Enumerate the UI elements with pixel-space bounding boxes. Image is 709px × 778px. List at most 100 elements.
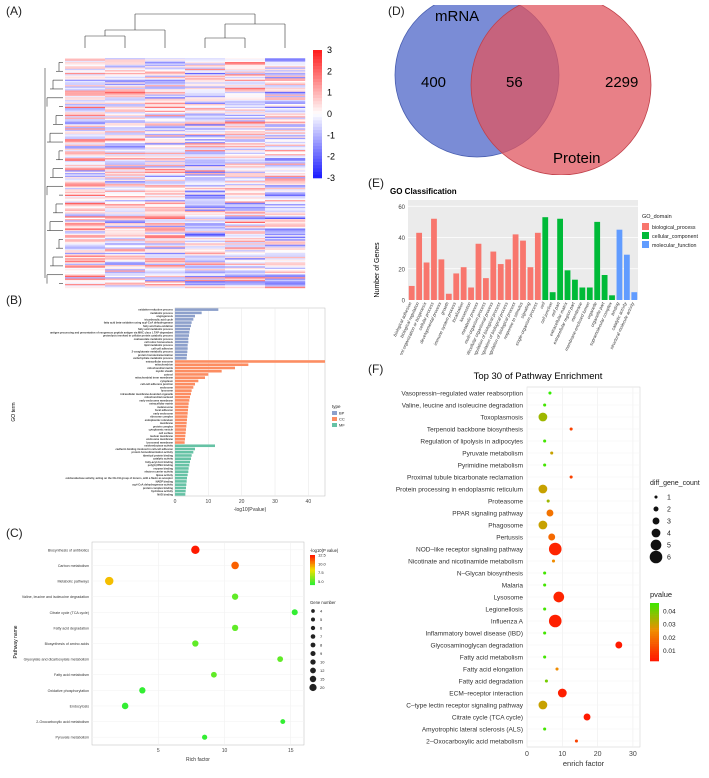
heatmap-cell xyxy=(265,263,306,266)
heatmap-cell xyxy=(225,258,266,260)
heatmap-cell xyxy=(225,242,266,244)
heatmap-cell xyxy=(65,181,106,183)
heatmap-cell xyxy=(65,108,106,110)
heatmap-cell xyxy=(65,258,106,260)
heatmap-cell xyxy=(105,266,146,268)
go-term-bar xyxy=(175,493,186,496)
heatmap-cell xyxy=(265,282,306,285)
go-classification-chart: GO Classification Number of Genes 0 20 40 6… xyxy=(374,187,698,355)
heatmap-cell xyxy=(105,110,146,113)
kegg-pathway-label: Citrate cycle (TCA cycle) xyxy=(50,611,89,615)
heatmap-cell xyxy=(185,59,226,61)
heatmap-cell xyxy=(185,201,226,203)
heatmap-cell xyxy=(105,147,146,149)
heatmap-cell xyxy=(265,255,306,258)
heatmap-cell xyxy=(65,187,106,190)
go-term-bar xyxy=(175,480,187,483)
pathway-label: Fatty acid degradation xyxy=(459,679,524,686)
heatmap-cell xyxy=(225,221,266,224)
heatmap-cell xyxy=(225,129,266,132)
heatmap-cell xyxy=(65,154,106,156)
heatmap-cell xyxy=(185,182,226,185)
heatmap-cell xyxy=(265,125,306,128)
pathway-color-swatch xyxy=(650,606,659,610)
heatmap-cell xyxy=(145,214,186,217)
pathway-color-swatch xyxy=(650,616,659,619)
heatmap-cell xyxy=(145,59,186,61)
kegg-pathway-label: Biosynthesis of antibiotics xyxy=(48,548,89,552)
heatmap-cell xyxy=(65,148,106,151)
heatmap-cell xyxy=(145,89,186,91)
heatmap-legend-swatch xyxy=(313,62,322,67)
heatmap-cell xyxy=(265,171,306,174)
heatmap-cell xyxy=(185,229,226,232)
heatmap-cell xyxy=(65,246,106,248)
go-term-label: lipid metabolic process xyxy=(144,343,173,347)
heatmap-cell xyxy=(65,254,106,256)
pathway-point xyxy=(543,439,547,443)
heatmap-cell xyxy=(65,58,106,60)
pathway-label: Glycosaminoglycan degradation xyxy=(431,643,524,650)
heatmap-cell xyxy=(225,59,266,61)
kegg-size-swatch xyxy=(310,617,316,622)
pathway-color-swatch xyxy=(650,618,659,621)
heatmap-cell xyxy=(185,87,226,90)
heatmap-cell xyxy=(225,74,266,76)
go-term-label: cytosol xyxy=(164,372,173,376)
heatmap-cell xyxy=(265,267,306,270)
heatmap-cell xyxy=(185,78,226,80)
heatmap-cell xyxy=(225,167,266,170)
heatmap-legend-swatch xyxy=(313,69,322,73)
heatmap-cell xyxy=(225,109,266,111)
kegg-xlabel: Rich factor xyxy=(186,757,210,763)
kegg-point xyxy=(210,671,217,678)
heatmap-cell xyxy=(225,237,266,240)
heatmap-cell xyxy=(145,132,186,134)
heatmap-cell xyxy=(65,213,106,216)
heatmap-cell xyxy=(145,64,186,67)
pathway-color-swatch xyxy=(650,626,659,629)
heatmap-cell xyxy=(145,154,186,156)
heatmap-cell xyxy=(185,137,226,140)
heatmap-cell xyxy=(145,82,186,84)
heatmap-cell xyxy=(225,98,266,101)
heatmap-cell xyxy=(225,279,266,282)
heatmap-cell xyxy=(145,217,186,220)
heatmap-cell xyxy=(105,191,146,194)
heatmap-cell xyxy=(145,267,186,270)
heatmap-cell xyxy=(265,286,306,289)
heatmap-cell xyxy=(145,223,186,225)
heatmap-cell xyxy=(105,108,146,110)
heatmap-cell xyxy=(105,89,146,91)
kegg-plot: 5 10 15 Rich factor Biosynthesis of antibiot… xyxy=(22,541,305,763)
heatmap-cell xyxy=(225,124,266,126)
heatmap-cell xyxy=(225,78,266,80)
heatmap-cell xyxy=(185,114,226,117)
go-term-bar xyxy=(175,340,189,344)
heatmap-cell xyxy=(265,189,306,191)
go-term-label: hydrolase activity xyxy=(151,489,173,493)
go-term-bar xyxy=(175,334,189,337)
heatmap-cell xyxy=(265,232,306,235)
heatmap-cell xyxy=(185,147,226,149)
heatmap-cell xyxy=(65,191,106,194)
heatmap-cell xyxy=(65,140,106,143)
kegg-color-swatch xyxy=(310,570,315,572)
heatmap-cell xyxy=(225,239,266,241)
heatmap-cell xyxy=(225,205,266,208)
go-bar xyxy=(557,218,563,300)
heatmap-cell xyxy=(225,178,266,180)
pathway-enrichment-chart: Top 30 of Pathway Enrichment 0 10 20 30 enri… xyxy=(396,371,700,768)
heatmap-cell xyxy=(265,74,306,76)
heatmap-cell xyxy=(185,136,226,139)
pathway-color-swatch xyxy=(650,603,659,606)
heatmap-cell xyxy=(105,186,146,189)
go-term-label: poly(A) RNA binding xyxy=(148,463,174,467)
go-term-bar xyxy=(175,366,235,370)
heatmap-cell xyxy=(65,235,106,237)
heatmap-cell xyxy=(145,182,186,185)
heatmap-cell xyxy=(225,186,266,189)
heatmap-cell xyxy=(65,182,106,185)
pathway-color-swatch xyxy=(650,645,659,648)
heatmap-cell xyxy=(105,109,146,111)
